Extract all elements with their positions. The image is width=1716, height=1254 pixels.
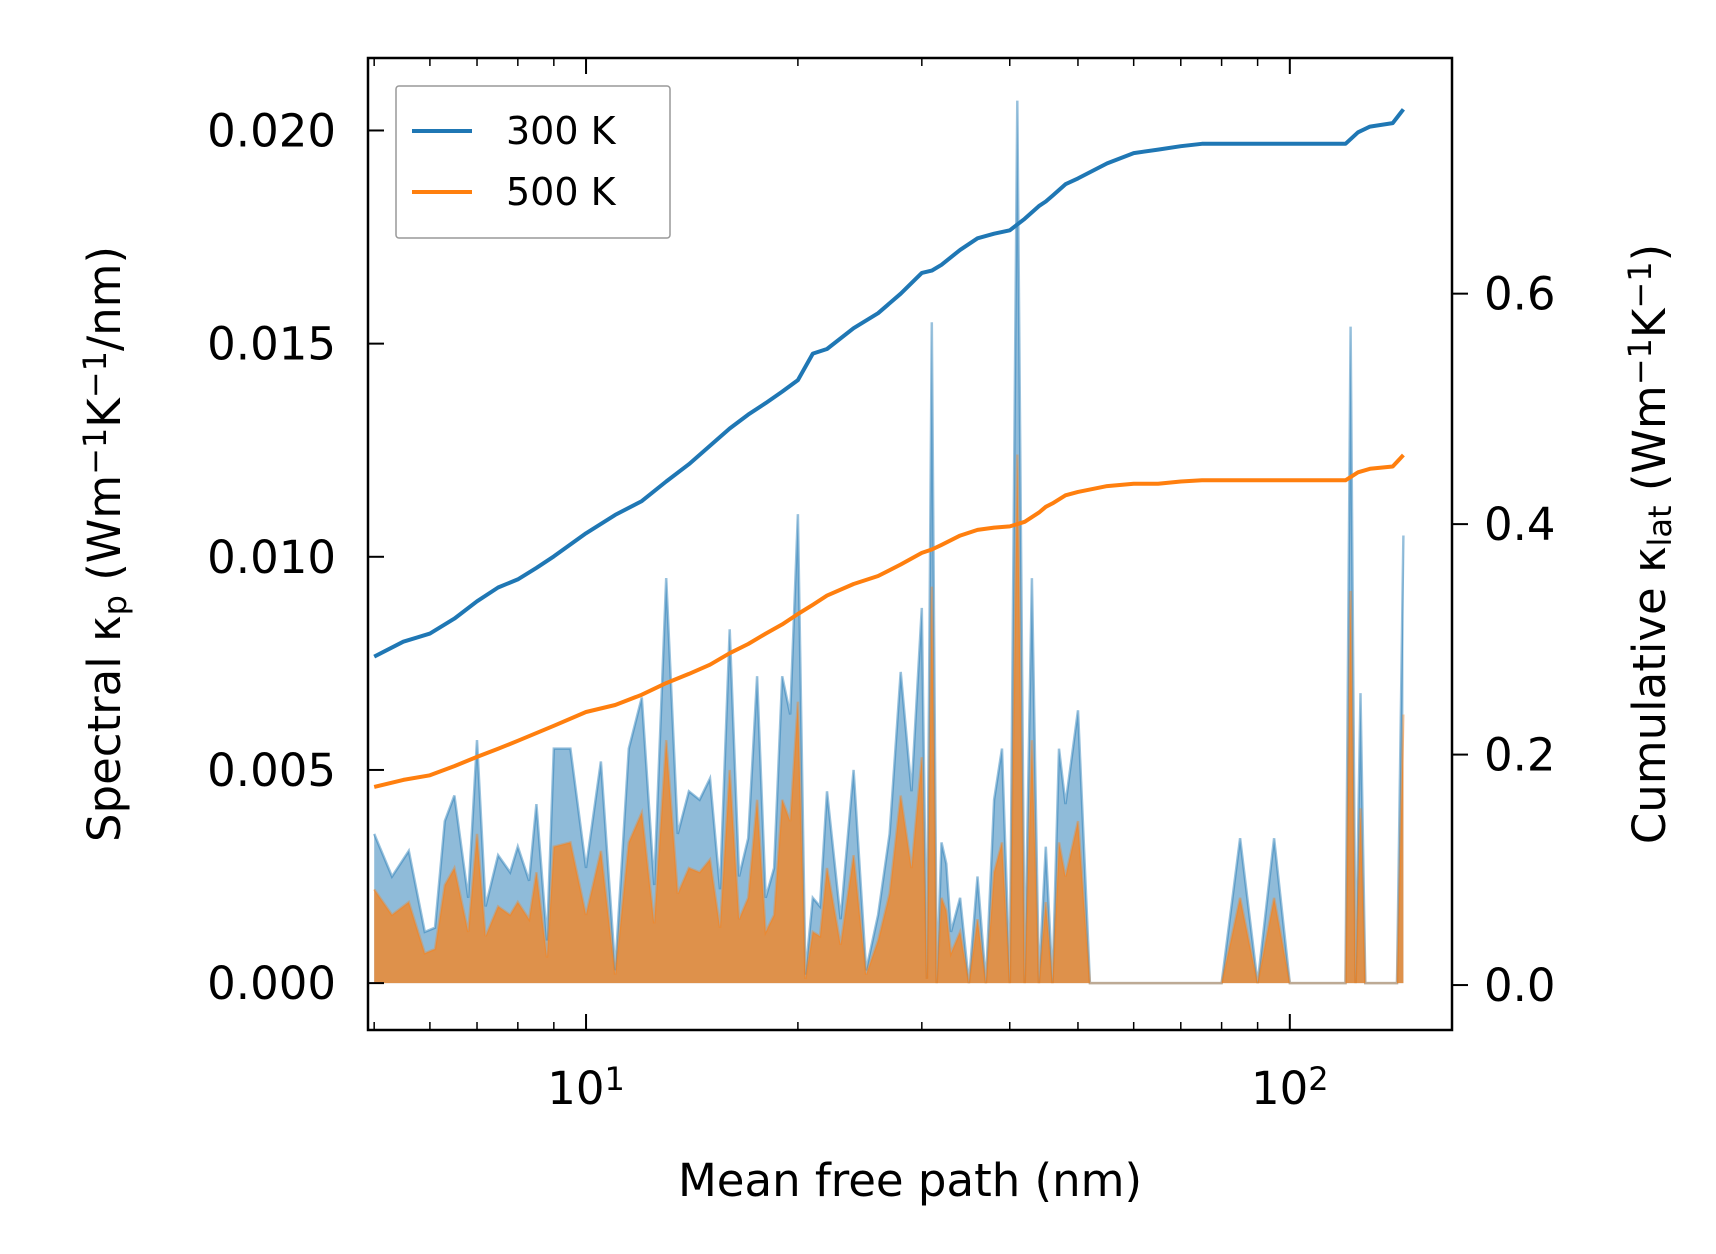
right-axis-title-mid: K bbox=[1623, 307, 1676, 338]
left-axis-title-sup1: −1 bbox=[76, 428, 114, 475]
y-left-tick-label: 0.010 bbox=[207, 531, 336, 584]
right-axis-title-unit-close: ) bbox=[1623, 244, 1676, 262]
cumulative-line-500k bbox=[373, 453, 1405, 789]
ticks-layer: 101 1020.0000.0050.0100.0150.0200.00.20.4… bbox=[207, 58, 1556, 1115]
left-axis-title-unit-close: /nm) bbox=[78, 246, 131, 351]
legend: 300 K 500 K bbox=[395, 85, 671, 239]
x-tick-exp: 2 bbox=[1308, 1060, 1328, 1098]
x-tick-exp: 1 bbox=[604, 1060, 624, 1098]
y-left-tick-label: 0.000 bbox=[207, 957, 336, 1010]
x-tick-base: 10 bbox=[1251, 1062, 1308, 1115]
y-left-tick-label: 0.020 bbox=[207, 104, 336, 157]
right-axis-title-base: Cumulative κ bbox=[1623, 547, 1676, 845]
right-axis-title-sub: lat bbox=[1641, 505, 1679, 546]
spec500-area bbox=[374, 454, 1404, 984]
legend-label-300k: 300 K bbox=[506, 109, 617, 153]
legend-box bbox=[395, 85, 671, 239]
left-axis-title-sup2: −1 bbox=[76, 351, 114, 398]
spec300-edge bbox=[373, 100, 1405, 985]
x-tick-label: 102 bbox=[1251, 1060, 1329, 1115]
left-axis-title-base: Spectral κ bbox=[78, 615, 131, 842]
x-tick-base: 10 bbox=[547, 1062, 604, 1115]
left-axis-title: Spectral κp (Wm−1K−1/nm) bbox=[76, 246, 134, 842]
plot-frame bbox=[366, 56, 1454, 1032]
spec300-area bbox=[374, 100, 1404, 984]
x-tick-label: 101 bbox=[547, 1060, 625, 1115]
right-axis-title-sup1: −1 bbox=[1621, 338, 1659, 385]
y-right-tick-label: 0.0 bbox=[1484, 959, 1556, 1012]
y-left-tick-label: 0.005 bbox=[207, 744, 336, 797]
left-axis-title-unit-open: (Wm bbox=[78, 475, 131, 595]
y-left-tick-label: 0.015 bbox=[207, 318, 336, 371]
cumulative-layer bbox=[373, 108, 1405, 789]
y-right-tick-label: 0.6 bbox=[1484, 268, 1556, 321]
y-right-tick-label: 0.2 bbox=[1484, 729, 1556, 782]
left-axis-title-sub: p bbox=[96, 595, 134, 615]
left-axis-title-mid: K bbox=[78, 397, 131, 428]
right-axis-title-unit-open: (Wm bbox=[1623, 385, 1676, 505]
legend-label-500k: 500 K bbox=[506, 170, 617, 214]
cumulative-line-300k bbox=[373, 108, 1405, 659]
right-axis-title: Cumulative κlat (Wm−1K−1) bbox=[1621, 244, 1679, 844]
right-axis-title-sup2: −1 bbox=[1621, 261, 1659, 308]
x-axis-title: Mean free path (nm) bbox=[678, 1154, 1142, 1207]
y-right-tick-label: 0.4 bbox=[1484, 498, 1556, 551]
spectral-layer bbox=[373, 100, 1405, 985]
spec500-edge bbox=[373, 454, 1405, 985]
